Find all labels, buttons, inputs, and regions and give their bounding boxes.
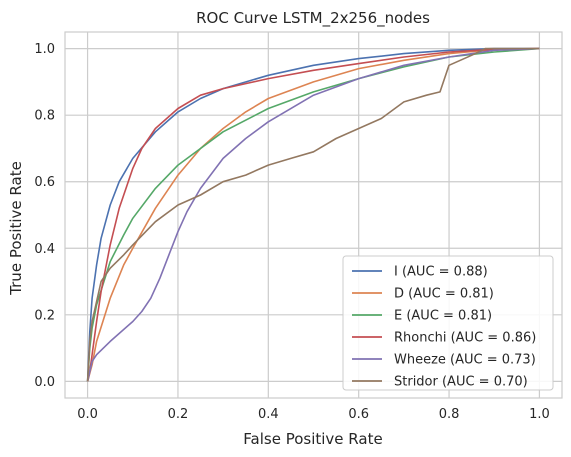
series-line-stridor: [86, 47, 540, 382]
legend-label-rhonchi: Rhonchi (AUC = 0.86): [394, 331, 536, 346]
legend-box: [342, 255, 554, 391]
y-tick-label: 0.4: [34, 242, 55, 257]
y-tick-label: 0.2: [34, 308, 55, 323]
series-line-rhonchi: [86, 47, 540, 382]
chart-title: ROC Curve LSTM_2x256_nodes: [196, 9, 430, 28]
series-lines: [86, 47, 540, 382]
series-line-d: [86, 47, 540, 382]
series-line-wheeze: [86, 47, 540, 382]
x-tick-label: 0.2: [168, 407, 189, 422]
legend-label-d: D (AUC = 0.81): [394, 287, 494, 302]
y-tick-label: 1.0: [34, 42, 55, 57]
x-tick-label: 0.0: [77, 407, 98, 422]
x-tick-labels: 0.0 0.2 0.4 0.6 0.8 1.0: [77, 407, 550, 422]
series-line-e: [86, 47, 540, 382]
grid: [65, 32, 562, 398]
x-tick-label: 0.8: [439, 407, 460, 422]
x-axis-label: False Positive Rate: [243, 430, 382, 448]
legend-label-stridor: Stridor (AUC = 0.70): [394, 375, 528, 390]
series-line-i: [86, 47, 540, 382]
legend-label-e: E (AUC = 0.81): [394, 309, 492, 324]
y-tick-label: 0.0: [34, 375, 55, 390]
y-axis-label: True Positive Rate: [7, 161, 25, 296]
y-tick-label: 0.6: [34, 175, 55, 190]
y-tick-labels: 0.0 0.2 0.4 0.6 0.8 1.0: [34, 42, 55, 390]
legend-label-wheeze: Wheeze (AUC = 0.73): [394, 353, 536, 368]
legend: I (AUC = 0.88) D (AUC = 0.81) E (AUC = 0.8…: [342, 255, 554, 391]
x-tick-label: 1.0: [529, 407, 550, 422]
x-tick-label: 0.6: [348, 407, 369, 422]
y-tick-label: 0.8: [34, 109, 55, 124]
plot-frame: [64, 31, 563, 399]
x-tick-label: 0.4: [258, 407, 279, 422]
legend-label-i: I (AUC = 0.88): [394, 265, 488, 280]
